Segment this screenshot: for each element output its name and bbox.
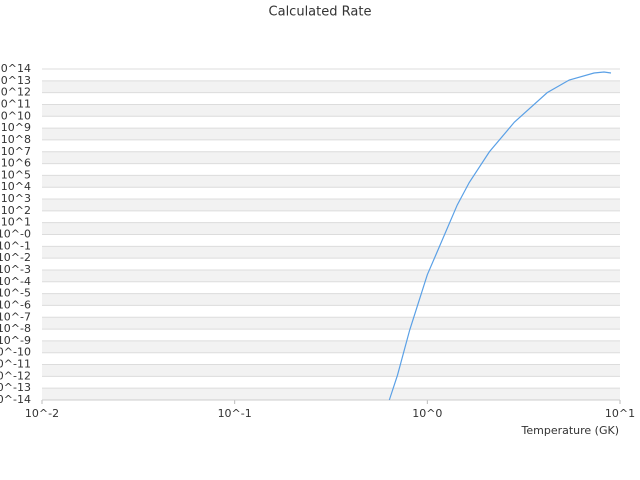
y-tick-label: 10^4: [1, 180, 31, 193]
y-tick-label: 10^1: [1, 216, 31, 229]
x-axis-label: Temperature (GK): [521, 424, 620, 437]
y-tick-label: 10^7: [1, 145, 31, 158]
y-tick-label: 10^3: [1, 192, 31, 205]
y-tick-label: 10^-7: [0, 310, 31, 323]
grid-band: [42, 175, 620, 188]
y-tick-label: 10^-2: [0, 251, 31, 264]
y-tick-label: 10^-12: [0, 369, 31, 382]
x-tick-label: 10^-1: [218, 407, 252, 420]
data-line: [388, 71, 612, 401]
y-tick-label: 10^14: [0, 62, 31, 75]
y-tick-label: 10^12: [0, 86, 31, 99]
grid-band: [42, 388, 620, 400]
y-tick-label: 10^-6: [0, 298, 31, 311]
grid-band: [42, 80, 620, 93]
y-tick-label: 10^5: [1, 168, 31, 181]
grid-band: [42, 246, 620, 259]
grid-band: [42, 199, 620, 211]
grid-band: [42, 104, 620, 117]
y-tick-label: 10^-3: [0, 263, 31, 276]
grid-band: [42, 317, 620, 330]
grid-band: [42, 293, 620, 306]
y-tick-label: 10^9: [1, 121, 31, 134]
y-tick-label: 10^-1: [0, 239, 31, 252]
grid-band: [42, 340, 620, 353]
y-tick-label: 10^10: [0, 109, 31, 122]
y-tick-label: 10^-14: [0, 393, 31, 406]
grid-band: [42, 151, 620, 164]
y-tick-label: 10^-10: [0, 346, 31, 359]
grid-band: [42, 269, 620, 282]
y-tick-label: 10^-13: [0, 381, 31, 394]
y-tick-label: 10^2: [1, 204, 31, 217]
grid-band: [42, 128, 620, 140]
x-tick-label: 10^-2: [25, 407, 59, 420]
chart-title: Calculated Rate: [269, 5, 372, 20]
y-tick-label: 10^-4: [0, 275, 31, 288]
x-tick-label: 10^0: [412, 407, 442, 420]
plot-background: [42, 80, 620, 400]
grid-band: [42, 222, 620, 235]
y-tick-label: 10^11: [0, 97, 31, 110]
y-tick-label: 10^-5: [0, 287, 31, 300]
y-tick-label: 10^13: [0, 74, 31, 87]
y-tick-label: 10^6: [1, 157, 31, 170]
y-tick-label: 10^-0: [0, 228, 31, 241]
y-tick-label: 10^8: [1, 133, 31, 146]
y-tick-label: 10^-9: [0, 334, 31, 347]
grid-band: [42, 364, 620, 377]
y-tick-label: 10^-11: [0, 358, 31, 371]
y-tick-label: 10^-8: [0, 322, 31, 335]
x-tick-label: 10^1: [605, 407, 635, 420]
